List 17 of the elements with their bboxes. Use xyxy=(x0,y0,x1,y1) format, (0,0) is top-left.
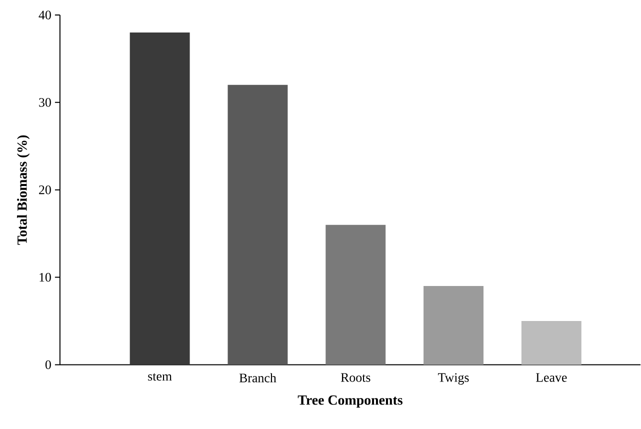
x-tick-label: Branch xyxy=(239,373,276,382)
y-tick-label: 40 xyxy=(38,10,51,20)
x-tick-label: Roots xyxy=(340,373,370,382)
x-tick-label: Leave xyxy=(536,373,567,382)
bar xyxy=(326,224,386,365)
y-tick-label: 10 xyxy=(40,273,51,282)
x-tick-label: Twigs xyxy=(438,373,469,385)
bar xyxy=(228,85,288,365)
bar xyxy=(424,286,484,365)
x-axis-title: Tree Components xyxy=(298,396,402,408)
y-tick-label: 30 xyxy=(39,98,51,107)
y-tick-label: 20 xyxy=(39,186,51,194)
y-tick-label: 0 xyxy=(45,360,51,370)
y-axis-title: Total Biomass (%) xyxy=(17,136,30,245)
bar xyxy=(521,321,582,365)
bar xyxy=(130,32,190,365)
x-tick-label: stem xyxy=(148,373,172,381)
